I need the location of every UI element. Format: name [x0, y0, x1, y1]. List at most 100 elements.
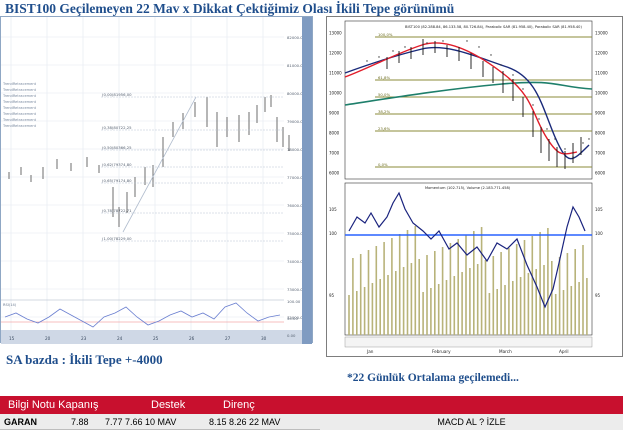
sar-dot [512, 74, 514, 76]
date-tick-label: April [559, 349, 569, 354]
svg-text:RSI(14): RSI(14) [3, 303, 17, 307]
legend-entry: TrendRetracement [2, 100, 37, 104]
date-tick-label: March [499, 349, 512, 354]
price-tick-right: 8000 [595, 131, 606, 136]
sar-dot [538, 118, 540, 120]
price-tick-left: 10000 [329, 91, 342, 96]
header-support: Destek [151, 399, 186, 411]
date-tick-label: February [432, 349, 451, 354]
sar-dot [478, 46, 480, 48]
momentum-line [348, 191, 586, 309]
indicator-tick: 50.00 [287, 316, 298, 321]
price-tick-right: 13000 [595, 31, 608, 36]
y-tick-label: 77000.00 [287, 175, 304, 180]
trend-line [122, 96, 197, 233]
price-tick-left: 8000 [329, 131, 340, 136]
momentum-tick-left: 95 [329, 293, 335, 298]
sar-dot [546, 128, 548, 130]
table-row: GARAN 7.88 7.77 7.66 10 MAV 8.15 8.26 22… [0, 414, 623, 430]
sar-dot [404, 46, 406, 48]
mid-ma-line [344, 46, 590, 160]
price-tick-left: 11000 [329, 71, 342, 76]
sar-dot [522, 88, 524, 90]
sar-dot [582, 142, 584, 144]
cell-signal: MACD AL ? İZLE [320, 414, 623, 430]
signal-table: Bilgi Notu Kapanış Destek Direnç GARAN 7… [0, 396, 623, 430]
x-tick-label: 23 [81, 336, 87, 341]
short-ma-line [344, 42, 578, 155]
indicator-line [4, 302, 281, 328]
fib-level-label: (0,78)78722,71 [102, 208, 132, 213]
price-tick-left: 6000 [329, 171, 340, 176]
price-tick-right: 12000 [595, 51, 608, 56]
legend-entry: TrendRetracement [2, 82, 37, 86]
sar-dot [442, 40, 444, 42]
cell-close: 7.88 [71, 417, 89, 427]
fib-level-label: 100,0% [378, 32, 393, 37]
momentum-tick-right: 100 [595, 231, 603, 236]
left-chart-panel: TrendRetracement TrendRetracement TrendRet… [0, 16, 313, 344]
momentum-legend: Momentum (102.715), Volume (2.183.771.45… [425, 186, 511, 190]
sar-dot [466, 40, 468, 42]
price-tick-left: 12000 [329, 51, 342, 56]
y-tick-label: 78000.00 [287, 147, 304, 152]
x-tick-label: 20 [45, 336, 51, 341]
y-tick-label: 76000.00 [287, 203, 304, 208]
sar-dot [532, 104, 534, 106]
sar-dot [588, 138, 590, 140]
header-resistance: Direnç [223, 399, 255, 411]
momentum-tick-left: 100 [329, 231, 337, 236]
cell-symbol: GARAN [4, 417, 37, 427]
cell-support: 7.77 7.66 10 MAV [105, 417, 177, 427]
price-tick-left: 13000 [329, 31, 342, 36]
y-tick-label: 80000.00 [287, 91, 304, 96]
left-chart-scrollbar[interactable] [302, 17, 312, 344]
sar-dot [426, 42, 428, 44]
table-header: Bilgi Notu Kapanış Destek Direnç [0, 396, 623, 414]
date-tick-label: Jan [366, 349, 374, 354]
sar-dot [500, 64, 502, 66]
y-tick-label: 72000.00 [287, 315, 304, 320]
sar-dot [366, 60, 368, 62]
x-tick-label: 25 [153, 336, 159, 341]
right-chart-svg: BIST100 (82.288.84, 86.133.58, 80.726.84… [327, 17, 622, 356]
fib-level-label: 50,0% [378, 92, 390, 97]
fib-level-label: (1,00)78229,00 [102, 236, 132, 241]
fib-level-label: (0,38)80722,25 [102, 125, 132, 130]
fib-level-label: (0,65)79174,80 [102, 178, 132, 183]
fib-level-label: 38,2% [378, 109, 390, 114]
momentum-tick-right: 95 [595, 293, 601, 298]
sar-dot [392, 50, 394, 52]
price-tick-right: 10000 [595, 91, 608, 96]
right-chart-panel: BIST100 (82.288.84, 86.133.58, 80.726.84… [326, 16, 623, 357]
legend-entry: TrendRetracement [2, 112, 37, 116]
fib-level-label: (0,00)81956,00 [102, 92, 132, 97]
x-tick-label: 27 [225, 336, 231, 341]
pattern-note: SA bazda : İkili Tepe +-4000 [6, 352, 163, 367]
price-tick-left: 9000 [329, 111, 340, 116]
y-tick-label: 75000.00 [287, 231, 304, 236]
x-tick-label: 30 [261, 336, 267, 341]
legend-entry: TrendRetracement [2, 94, 37, 98]
x-tick-label: 24 [117, 336, 123, 341]
indicator-tick: 100.00 [287, 299, 301, 304]
cell-resistance: 8.15 8.26 22 MAV [209, 417, 281, 427]
y-tick-label: 74000.00 [287, 259, 304, 264]
header-close: Bilgi Notu Kapanış [8, 399, 99, 411]
legend-entry: TrendRetracement [2, 118, 37, 122]
legend-entry: TrendRetracement [2, 88, 37, 92]
momentum-tick-right: 105 [595, 207, 603, 212]
sar-dot [564, 148, 566, 150]
headline-title: BIST100 Geçilemeyen 22 Mav x Dikkat Çekt… [5, 1, 455, 16]
legend-entry: TrendRetracement [2, 106, 37, 110]
y-tick-label: 73000.00 [287, 287, 304, 292]
sar-dot [490, 54, 492, 56]
y-tick-label: 81000.00 [287, 63, 304, 68]
sar-dot [378, 56, 380, 58]
indicator-tick: 0.00 [287, 333, 296, 338]
x-tick-label: 15 [9, 336, 15, 341]
price-tick-right: 6000 [595, 171, 606, 176]
fib-level-label: (0,50)80366,25 [102, 145, 132, 150]
price-tick-right: 9000 [595, 111, 606, 116]
fib-level-label: (0,62)79374,80 [102, 162, 132, 167]
